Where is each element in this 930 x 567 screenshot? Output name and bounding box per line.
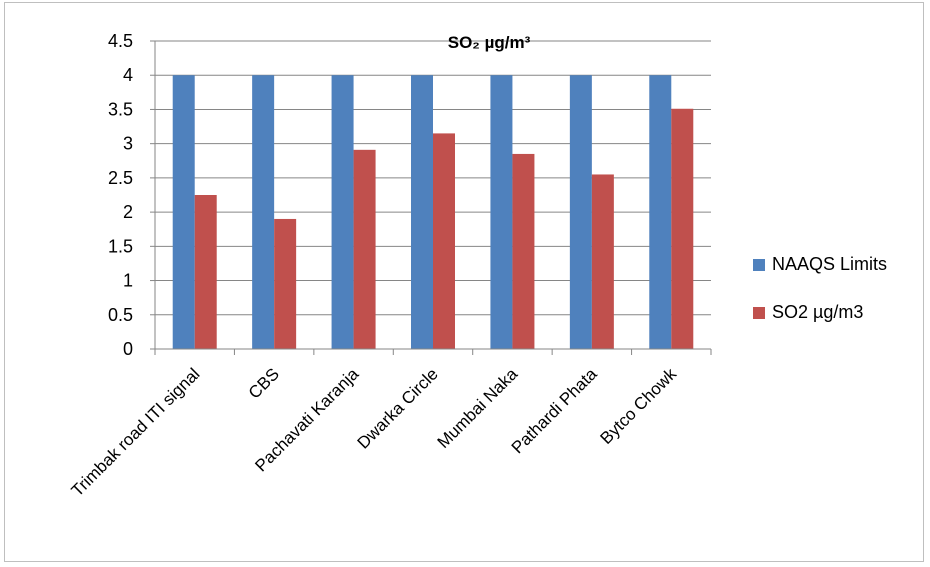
y-tick-label: 2.5 [108, 168, 133, 188]
chart-frame: 0 0.5 1 1.5 2 2.5 3 3.5 4 4.5 Trimbak road ITI sig… [4, 2, 924, 562]
x-category-label: CBS [245, 364, 283, 402]
y-tick-label: 2 [123, 202, 133, 222]
bars [172, 75, 694, 349]
bar-so2-value [353, 149, 376, 349]
legend-label: NAAQS Limits [772, 254, 887, 274]
bar-so2-value [512, 153, 535, 349]
bar-so2-value [591, 174, 614, 349]
legend: NAAQS Limits SO2 µg/m3 [753, 254, 887, 322]
bar-naaqs-limit [649, 75, 672, 349]
y-tick-label: 1 [123, 271, 133, 291]
chart-title: SO₂ µg/m³ [448, 33, 531, 52]
y-tick-label: 0.5 [108, 305, 133, 325]
bar-naaqs-limit [411, 75, 433, 349]
bar-so2-value [274, 218, 297, 349]
y-tick-label: 4 [123, 65, 133, 85]
bar-naaqs-limit [331, 75, 354, 349]
bar-naaqs-limit [490, 75, 513, 349]
y-tick-label: 3.5 [108, 99, 133, 119]
bar-naaqs-limit [569, 75, 592, 349]
x-category-label: Trimbak road ITI signal [68, 364, 204, 500]
bar-so2-value [671, 108, 694, 349]
bar-chart: 0 0.5 1 1.5 2 2.5 3 3.5 4 4.5 Trimbak road ITI sig… [68, 31, 887, 500]
legend-swatch [753, 307, 765, 319]
x-category-label: Pathardi Phata [508, 364, 601, 457]
bar-so2-value [194, 195, 217, 349]
y-tick-label: 4.5 [108, 31, 133, 51]
bar-naaqs-limit [172, 75, 195, 349]
axes [150, 40, 712, 355]
bar-naaqs-limit [252, 75, 275, 349]
y-tick-label: 0 [123, 339, 133, 359]
legend-label: SO2 µg/m3 [772, 302, 863, 322]
x-category-label: Mumbai Naka [434, 364, 522, 452]
y-tick-label: 3 [123, 134, 133, 154]
x-category-label: Bytco Chowk [597, 364, 681, 448]
bar-so2-value [433, 133, 455, 349]
x-category-label: Dwarka Circle [354, 364, 442, 452]
y-tick-label: 1.5 [108, 236, 133, 256]
legend-swatch [753, 259, 765, 271]
